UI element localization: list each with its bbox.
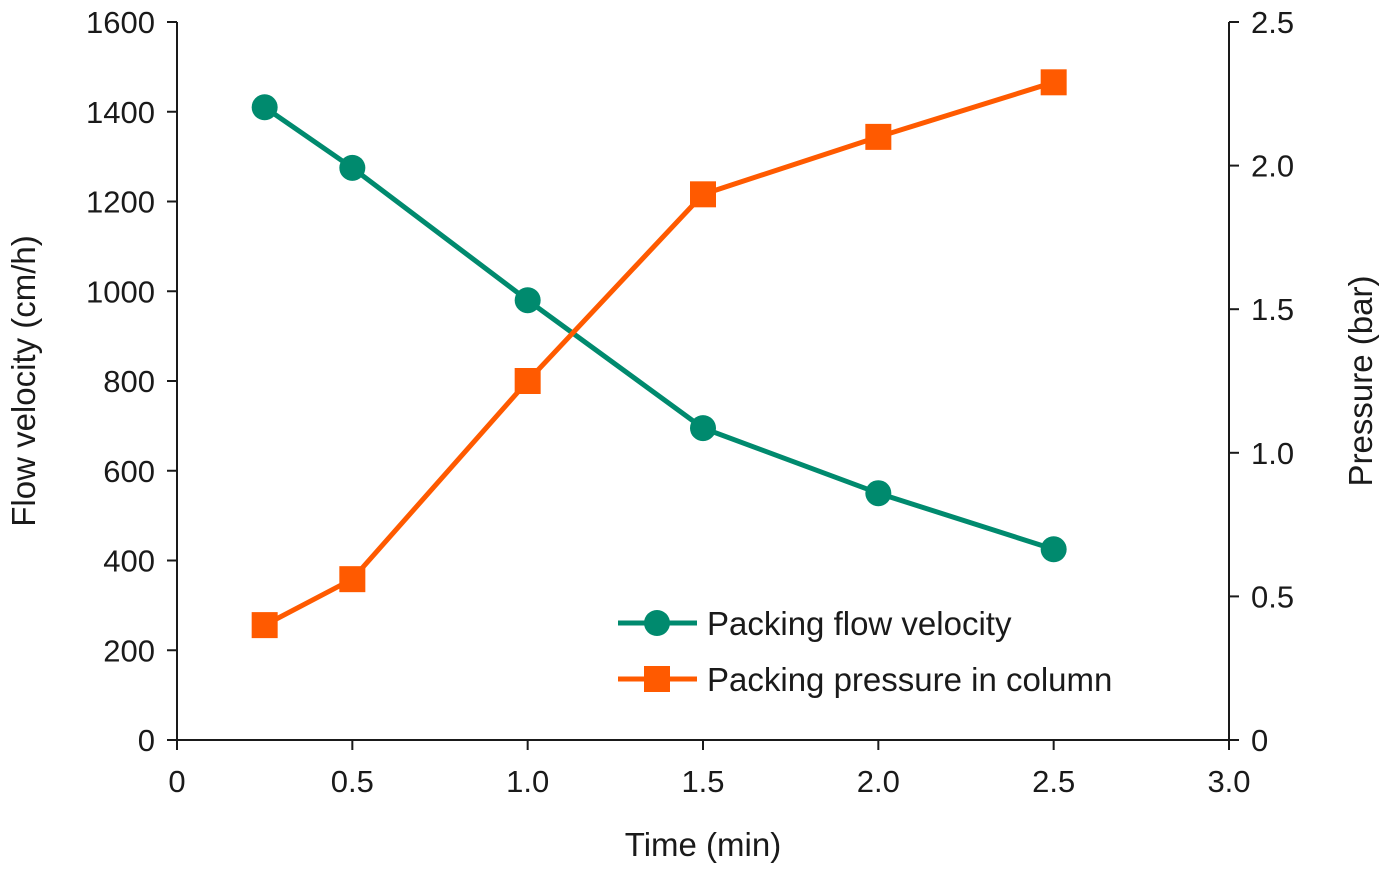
data-point-1 xyxy=(339,566,366,593)
y2-axis-label: Pressure (bar) xyxy=(1342,276,1379,487)
legend-marker-1 xyxy=(644,666,670,692)
legend-label-1: Packing pressure in column xyxy=(707,661,1112,698)
data-point-0 xyxy=(1040,536,1067,563)
data-point-1 xyxy=(514,368,541,394)
x-tick-label: 2.5 xyxy=(1032,764,1075,799)
x-tick-label: 0.5 xyxy=(331,764,374,799)
data-point-0 xyxy=(690,415,716,442)
series-line-0 xyxy=(263,105,1055,552)
y2-tick-label: 2.0 xyxy=(1251,149,1294,184)
y2-tick-label: 1.5 xyxy=(1251,292,1294,327)
y-tick-label: 800 xyxy=(103,364,155,399)
y-tick-label: 1200 xyxy=(86,185,155,220)
y-tick-label: 0 xyxy=(138,723,155,758)
y2-tick-label: 0.5 xyxy=(1251,579,1294,614)
data-point-1 xyxy=(251,612,278,639)
x-tick-label: 0 xyxy=(168,764,185,799)
x-tick-label: 3.0 xyxy=(1207,764,1250,799)
series xyxy=(251,69,1067,639)
data-point-0 xyxy=(339,154,366,181)
y-axis-label: Flow velocity (cm/h) xyxy=(5,235,42,527)
legend-marker-0 xyxy=(644,610,670,636)
data-point-1 xyxy=(1040,69,1067,96)
data-point-1 xyxy=(865,123,892,150)
data-point-0 xyxy=(865,480,892,507)
x-axis-label: Time (min) xyxy=(625,826,781,863)
y2-tick-label: 1.0 xyxy=(1251,436,1294,471)
x-tick-label: 1.5 xyxy=(681,764,724,799)
x-tick-label: 2.0 xyxy=(857,764,900,799)
legend-label-0: Packing flow velocity xyxy=(707,605,1012,642)
y2-tick-label: 0 xyxy=(1251,723,1268,758)
legend: Packing flow velocity Packing pressure in… xyxy=(618,605,1112,698)
y2-tick-label: 2.5 xyxy=(1251,5,1294,40)
data-point-0 xyxy=(251,94,278,121)
data-point-1 xyxy=(690,181,716,208)
y-tick-label: 1400 xyxy=(86,95,155,130)
ticks: 0 0.5 1.0 1.5 2.0 2.5 3.0020040060080010001200… xyxy=(86,5,1294,799)
y-tick-label: 400 xyxy=(103,544,155,579)
y-tick-label: 600 xyxy=(103,454,155,489)
axes xyxy=(176,22,1230,741)
series-line-1 xyxy=(263,79,1055,628)
y-tick-label: 1600 xyxy=(86,5,155,40)
x-tick-label: 1.0 xyxy=(506,764,549,799)
y-tick-label: 1000 xyxy=(86,274,155,309)
y-tick-label: 200 xyxy=(103,633,155,668)
data-point-0 xyxy=(514,287,541,314)
